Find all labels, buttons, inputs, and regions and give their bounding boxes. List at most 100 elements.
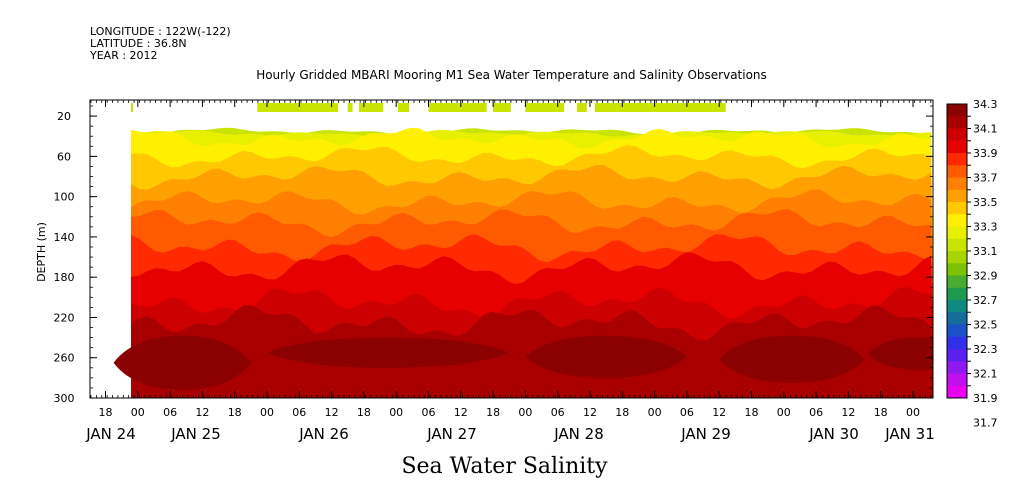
colorbar-swatch bbox=[947, 189, 967, 203]
colorbar-label: 33.9 bbox=[973, 147, 998, 160]
deep-salinity-patch bbox=[267, 337, 510, 368]
colorbar-swatch bbox=[947, 287, 967, 301]
colorbar-label: 32.1 bbox=[973, 368, 998, 381]
x-tick-label: 18 bbox=[357, 406, 371, 419]
variable-label: Sea Water Salinity bbox=[401, 454, 608, 479]
colorbar-label: 32.3 bbox=[973, 343, 998, 356]
y-tick-label: 20 bbox=[57, 110, 71, 123]
surface-segment bbox=[525, 103, 565, 112]
colorbar-swatch bbox=[947, 238, 967, 252]
surface-segment bbox=[257, 103, 339, 112]
x-tick-label: 18 bbox=[745, 406, 759, 419]
surface-segment bbox=[493, 103, 511, 112]
chart-title: Hourly Gridded MBARI Mooring M1 Sea Wate… bbox=[256, 68, 767, 82]
colorbar-label: 34.3 bbox=[973, 98, 998, 111]
x-tick-label: 06 bbox=[680, 406, 694, 419]
x-tick-label: 18 bbox=[486, 406, 500, 419]
y-tick-label: 220 bbox=[54, 311, 75, 324]
colorbar-label: 33.1 bbox=[973, 245, 998, 258]
x-day-label: JAN 30 bbox=[808, 425, 859, 443]
x-tick-label: 18 bbox=[874, 406, 888, 419]
surface-segment bbox=[131, 103, 133, 112]
colorbar-swatch bbox=[947, 251, 967, 264]
deep-salinity-patch bbox=[525, 335, 687, 378]
colorbar-swatch bbox=[947, 214, 967, 227]
x-tick-label: 18 bbox=[228, 406, 242, 419]
x-tick-label: 12 bbox=[325, 406, 339, 419]
colorbar-swatch bbox=[947, 312, 967, 325]
x-tick-label: 06 bbox=[163, 406, 177, 419]
deep-salinity-patch bbox=[113, 335, 251, 390]
y-tick-label: 100 bbox=[54, 191, 75, 204]
x-tick-label: 12 bbox=[841, 406, 855, 419]
plot-area bbox=[113, 103, 933, 398]
surface-segment bbox=[594, 103, 726, 112]
y-tick-label: 300 bbox=[54, 392, 75, 405]
y-axis-label: DEPTH (m) bbox=[35, 222, 48, 282]
colorbar-swatch bbox=[947, 153, 967, 166]
surface-segment bbox=[428, 103, 487, 112]
colorbar-swatch bbox=[947, 324, 967, 338]
colorbar-label: 34.1 bbox=[973, 123, 998, 136]
deep-salinity-patch bbox=[867, 337, 933, 370]
colorbar-swatch bbox=[947, 202, 967, 215]
x-tick-label: 00 bbox=[389, 406, 403, 419]
x-tick-label: 12 bbox=[454, 406, 468, 419]
x-day-label: JAN 31 bbox=[884, 425, 935, 443]
x-day-label: JAN 25 bbox=[170, 425, 221, 443]
colorbar-swatch bbox=[947, 385, 967, 399]
colorbar-label: 31.9 bbox=[973, 392, 998, 405]
latitude-label: LATITUDE : 36.8N bbox=[90, 37, 187, 50]
x-tick-label: 00 bbox=[131, 406, 145, 419]
colorbar-swatch bbox=[947, 226, 967, 240]
colorbar-swatch bbox=[947, 300, 967, 313]
surface-segment bbox=[397, 103, 410, 112]
year-label: YEAR : 2012 bbox=[90, 49, 158, 62]
x-tick-label: 00 bbox=[518, 406, 532, 419]
colorbar-swatch bbox=[947, 116, 967, 129]
y-tick-label: 180 bbox=[54, 271, 75, 284]
plot-frame bbox=[89, 99, 934, 399]
x-tick-label: 06 bbox=[292, 406, 306, 419]
colorbar-label: 31.7 bbox=[973, 417, 998, 430]
colorbar-swatch bbox=[947, 336, 967, 350]
colorbar-swatch bbox=[947, 275, 967, 289]
x-tick-label: 00 bbox=[906, 406, 920, 419]
x-day-label: JAN 24 bbox=[85, 425, 136, 443]
colorbar-label: 33.7 bbox=[973, 172, 998, 185]
y-tick-label: 60 bbox=[57, 150, 71, 163]
x-day-label: JAN 28 bbox=[553, 425, 604, 443]
colorbar-label: 32.7 bbox=[973, 294, 998, 307]
colorbar-swatch bbox=[947, 349, 967, 362]
x-day-label: JAN 29 bbox=[680, 425, 731, 443]
x-tick-label: 00 bbox=[648, 406, 662, 419]
y-tick-label: 260 bbox=[54, 352, 75, 365]
surface-segment bbox=[359, 103, 384, 112]
colorbar-label: 32.9 bbox=[973, 270, 998, 283]
colorbar-swatch bbox=[947, 140, 967, 154]
colorbar-swatch bbox=[947, 128, 967, 142]
surface-segment bbox=[347, 103, 353, 112]
x-tick-label: 12 bbox=[583, 406, 597, 419]
longitude-label: LONGITUDE : 122W(-122) bbox=[90, 25, 231, 38]
colorbar-label: 32.5 bbox=[973, 319, 998, 332]
contour-band bbox=[131, 305, 933, 398]
colorbar-swatch bbox=[947, 361, 967, 374]
x-tick-label: 00 bbox=[777, 406, 791, 419]
deep-salinity-patch bbox=[719, 335, 865, 383]
y-tick-label: 140 bbox=[54, 231, 75, 244]
x-tick-label: 06 bbox=[809, 406, 823, 419]
x-tick-label: 12 bbox=[712, 406, 726, 419]
colorbar-swatch bbox=[947, 104, 967, 117]
x-tick-label: 06 bbox=[551, 406, 565, 419]
x-tick-label: 12 bbox=[195, 406, 209, 419]
colorbar-swatch bbox=[947, 177, 967, 191]
colorbar-label: 33.3 bbox=[973, 221, 998, 234]
colorbar-swatch bbox=[947, 373, 967, 387]
colorbar-swatch bbox=[947, 263, 967, 276]
x-day-label: JAN 27 bbox=[426, 425, 477, 443]
colorbar-label: 33.5 bbox=[973, 196, 998, 209]
surface-segment bbox=[577, 103, 587, 112]
x-tick-label: 00 bbox=[260, 406, 274, 419]
